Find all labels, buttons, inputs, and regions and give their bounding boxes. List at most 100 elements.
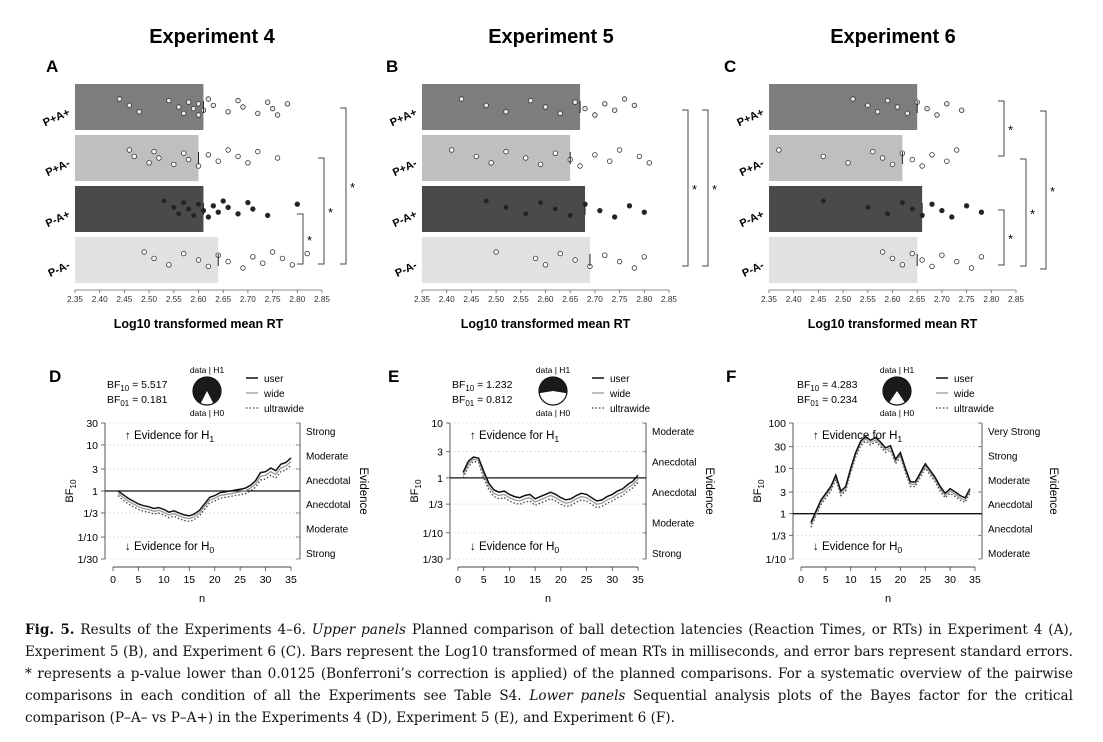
evidence-axis-label: Evidence — [703, 467, 715, 514]
significance-star: * — [307, 233, 312, 248]
y-tick-label: 1 — [780, 509, 786, 521]
data-point — [934, 112, 940, 118]
data-point — [269, 105, 276, 112]
data-point — [180, 199, 187, 206]
pie-top-label: data | H1 — [880, 365, 915, 375]
x-tick-label: 2.75 — [612, 295, 628, 304]
x-tick-label: 2.55 — [166, 295, 182, 304]
data-point — [611, 107, 618, 113]
evidence-h1-label: ↑ Evidence for H1 — [125, 430, 214, 444]
data-point — [483, 198, 489, 204]
legend-label: wide — [953, 389, 975, 400]
data-point — [939, 252, 945, 258]
data-point — [205, 214, 212, 220]
data-point — [171, 161, 177, 168]
series-line-user — [117, 457, 292, 517]
y-tick-label: 3 — [437, 447, 443, 459]
data-point — [954, 258, 960, 265]
bar — [75, 186, 204, 232]
x-tick-label: 10 — [158, 574, 170, 586]
data-point — [289, 262, 296, 268]
significance-bracket — [998, 100, 1005, 157]
data-point — [131, 153, 137, 160]
pie-bottom-label: data | H0 — [190, 408, 225, 418]
x-tick-label: 2.50 — [835, 295, 851, 304]
bar — [75, 237, 219, 283]
data-point — [919, 163, 925, 169]
caption-lower-text: Sequential analysis plots of the Bayes f… — [25, 688, 1073, 726]
y-tick-label: 10 — [774, 463, 786, 475]
evidence-label: Very Strong — [988, 427, 1040, 438]
bar-panel-C: Experiment 6 C P+A+ P+A- P-A+ P-A- 2.35 2.40 2.4… — [724, 26, 1024, 331]
significance-star: * — [712, 182, 717, 197]
data-point — [136, 109, 142, 115]
data-point — [294, 201, 300, 207]
x-tick-label: 2.60 — [538, 295, 554, 304]
x-axis-label: Log10 transformed mean RT — [808, 317, 978, 331]
data-point — [557, 250, 564, 257]
x-tick-label: 30 — [260, 574, 272, 586]
data-point — [616, 258, 623, 265]
category-label: P+A- — [391, 157, 419, 179]
evidence-axis-label: Evidence — [357, 467, 369, 514]
data-point — [503, 204, 509, 211]
pie-top-label: data | H1 — [536, 365, 571, 375]
evidence-h0-label: ↓ Evidence for H0 — [470, 541, 559, 555]
data-point — [264, 212, 271, 219]
panel-title: Experiment 5 — [488, 26, 614, 48]
pie-bottom-label: data | H0 — [536, 408, 571, 418]
evidence-label: Strong — [306, 427, 335, 438]
data-point — [458, 96, 465, 102]
category-label: P-A- — [393, 259, 419, 280]
pie-top-label: data | H1 — [190, 365, 225, 375]
x-tick-label: 15 — [870, 574, 882, 586]
data-point — [255, 148, 261, 155]
data-point — [210, 102, 217, 109]
x-tick-label: 15 — [183, 574, 195, 586]
x-tick-label: 2.70 — [240, 295, 256, 304]
series-line-user — [462, 456, 639, 502]
data-point — [820, 198, 827, 204]
x-tick-label: 15 — [529, 574, 541, 586]
y-tick-label: 1/30 — [423, 554, 444, 566]
data-point — [225, 204, 231, 211]
data-point — [909, 250, 915, 257]
category-label: P-A+ — [738, 208, 766, 230]
panel-letter: E — [388, 367, 399, 386]
data-point — [879, 249, 886, 255]
x-tick-label: 2.85 — [661, 295, 677, 304]
data-point — [820, 153, 827, 160]
data-point — [621, 96, 628, 102]
y-tick-label: 1/30 — [78, 554, 99, 566]
legend-label: user — [954, 374, 974, 385]
data-point — [225, 109, 231, 115]
bar — [422, 84, 581, 130]
data-point — [845, 160, 851, 166]
data-point — [279, 255, 286, 262]
category-label: P-A- — [740, 259, 766, 280]
data-point — [240, 265, 246, 271]
data-point — [602, 101, 608, 107]
bf-panel-F: F 100 30 10 3 1 1/3 1/10 0 5 10 15 20 25 30 35 n BF10 Very… — [726, 365, 1059, 605]
category-label: P+A+ — [735, 106, 766, 129]
x-tick-label: 30 — [606, 574, 618, 586]
panel-letter: D — [49, 367, 61, 386]
x-tick-label: 2.35 — [414, 295, 430, 304]
data-point — [215, 209, 221, 215]
legend-label: user — [264, 374, 284, 385]
data-point — [954, 147, 960, 153]
evidence-axis-label: Evidence — [1047, 467, 1059, 514]
data-point — [577, 163, 583, 169]
x-tick-label: 2.80 — [983, 295, 999, 304]
legend-label: ultrawide — [264, 404, 304, 415]
x-tick-label: 2.65 — [909, 295, 925, 304]
data-point — [274, 112, 281, 118]
x-tick-label: 2.85 — [1008, 295, 1024, 304]
data-point — [240, 104, 246, 110]
data-point — [205, 152, 212, 158]
data-point — [220, 198, 226, 204]
data-point — [958, 107, 965, 113]
panel-title: Experiment 4 — [149, 26, 275, 48]
y-tick-label: 10 — [86, 440, 98, 452]
data-point — [889, 255, 896, 262]
